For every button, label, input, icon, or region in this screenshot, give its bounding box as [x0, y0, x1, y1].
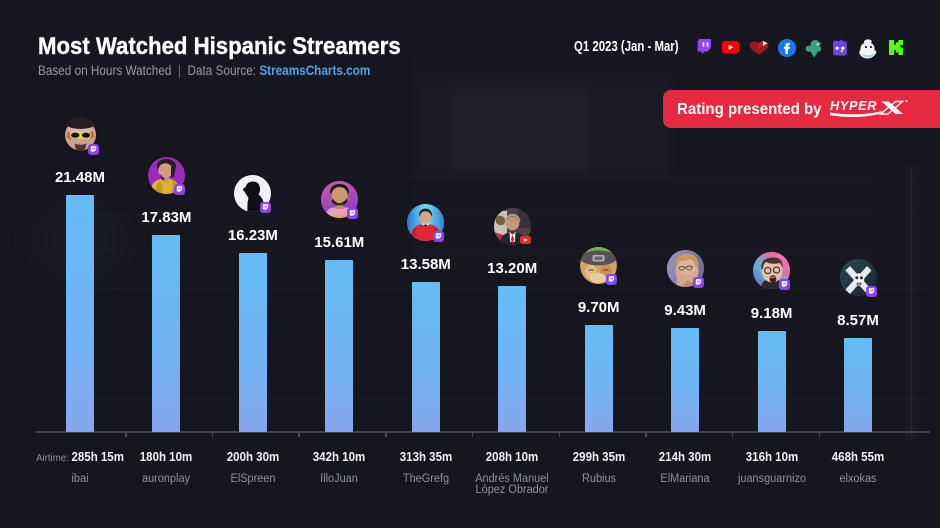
- svg-text:HYPER: HYPER: [830, 98, 877, 113]
